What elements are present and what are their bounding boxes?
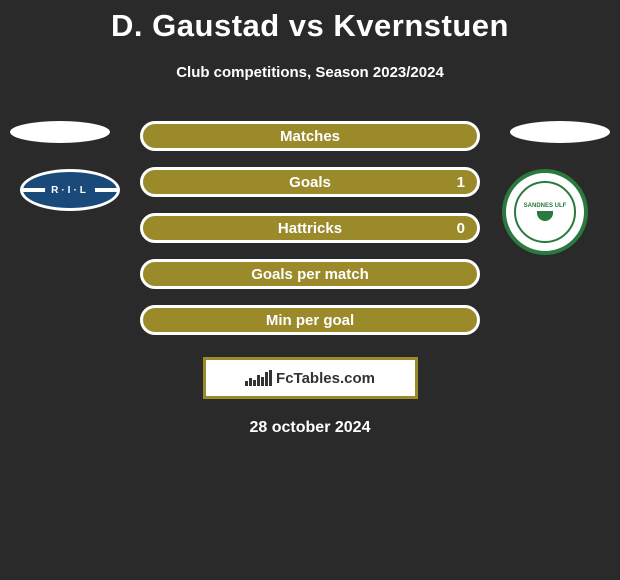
club-logo-left: R·I·L <box>20 169 120 229</box>
bar-chart-icon <box>245 370 272 386</box>
stat-label: Hattricks <box>278 220 342 237</box>
sandnes-logo-text: SANDNES ULF <box>524 203 567 209</box>
stat-bar-goals-per-match: Goals per match <box>140 259 480 289</box>
stat-bar-goals: Goals 1 <box>140 167 480 197</box>
stat-bars-container: Matches Goals 1 Hattricks 0 Goals per ma… <box>140 121 480 335</box>
fctables-badge: FcTables.com <box>203 357 418 399</box>
stat-label: Min per goal <box>266 312 354 329</box>
fctables-text: FcTables.com <box>276 370 375 387</box>
player-marker-left <box>10 121 110 143</box>
subtitle: Club competitions, Season 2023/2024 <box>0 64 620 81</box>
stat-label: Matches <box>280 128 340 145</box>
content-area: R·I·L SANDNES ULF Matches Goals 1 Hattri… <box>0 121 620 437</box>
ril-logo-text: R·I·L <box>45 184 95 197</box>
sandnes-logo-inner: SANDNES ULF <box>514 181 576 243</box>
stat-bar-hattricks: Hattricks 0 <box>140 213 480 243</box>
fctables-content: FcTables.com <box>245 370 375 387</box>
club-logo-right: SANDNES ULF <box>502 169 598 265</box>
player-marker-right <box>510 121 610 143</box>
page-title: D. Gaustad vs Kvernstuen <box>0 0 620 44</box>
stat-label: Goals per match <box>251 266 369 283</box>
sandnes-cup-icon <box>537 211 553 221</box>
sandnes-logo-icon: SANDNES ULF <box>502 169 588 255</box>
stat-bar-min-per-goal: Min per goal <box>140 305 480 335</box>
stat-value-right: 0 <box>457 220 465 237</box>
date-label: 28 october 2024 <box>0 419 620 437</box>
stat-value-right: 1 <box>457 174 465 191</box>
stat-bar-matches: Matches <box>140 121 480 151</box>
ril-logo-icon: R·I·L <box>20 169 120 211</box>
stat-label: Goals <box>289 174 331 191</box>
